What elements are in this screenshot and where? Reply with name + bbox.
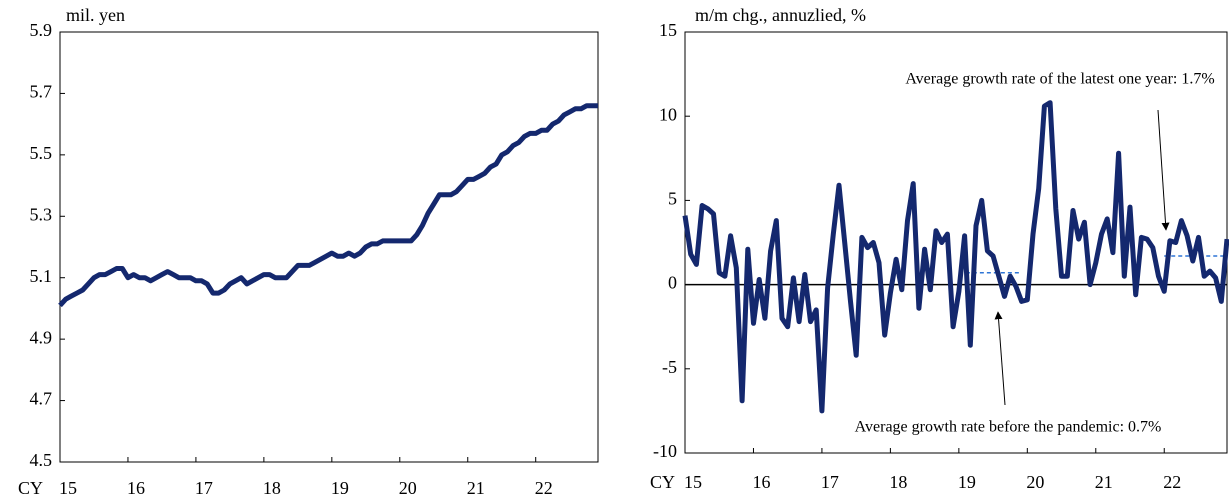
- x-tick-label: 19: [958, 472, 976, 492]
- plot-area: [59, 31, 599, 463]
- y-tick-label: 15: [659, 20, 677, 40]
- annotation: Average growth rate of the latest one ye…: [905, 71, 1214, 88]
- x-tick-label: 21: [1095, 472, 1113, 492]
- arrow: [1157, 109, 1170, 231]
- x-tick-label: 22: [535, 478, 553, 498]
- y-tick-label: -5: [662, 357, 677, 377]
- y-tick-label: 10: [659, 104, 677, 124]
- y-tick-label: 4.9: [30, 327, 53, 347]
- annotation: Average growth rate before the pandemic:…: [855, 419, 1162, 436]
- plot-area: [684, 31, 1228, 454]
- y-tick-label: 5.3: [30, 204, 53, 224]
- x-tick-label: 15: [684, 472, 702, 492]
- x-tick-label: 16: [127, 478, 145, 498]
- y-tick-label: 4.7: [30, 389, 53, 409]
- x-tick-label: 15: [59, 478, 77, 498]
- arrow: [994, 311, 1006, 406]
- x-tick-label: 21: [467, 478, 485, 498]
- x-tick-label: 17: [195, 478, 213, 498]
- x-tick-label: 18: [889, 472, 907, 492]
- x-axis-label: CY: [18, 478, 43, 498]
- x-tick-label: 18: [263, 478, 281, 498]
- data-line: [58, 103, 598, 308]
- x-tick-label: 22: [1163, 472, 1181, 492]
- y-tick-label: -10: [653, 441, 677, 461]
- x-tick-label: 20: [1026, 472, 1044, 492]
- y-tick-label: 5.9: [30, 20, 53, 40]
- x-axis-label: CY: [650, 472, 675, 492]
- y-tick-label: 5.7: [30, 82, 53, 102]
- y-tick-label: 4.5: [30, 450, 53, 470]
- y-axis-label: mil. yen: [66, 5, 125, 25]
- y-axis-label: m/m chg., annuzlied, %: [695, 5, 866, 25]
- x-tick-label: 19: [331, 478, 349, 498]
- x-tick-label: 17: [821, 472, 839, 492]
- y-tick-label: 5: [668, 189, 677, 209]
- y-tick-label: 0: [668, 273, 677, 293]
- x-tick-label: 20: [399, 478, 417, 498]
- y-tick-label: 5.1: [30, 266, 53, 286]
- data-line: [682, 100, 1229, 414]
- x-tick-label: 16: [752, 472, 770, 492]
- y-tick-label: 5.5: [30, 143, 53, 163]
